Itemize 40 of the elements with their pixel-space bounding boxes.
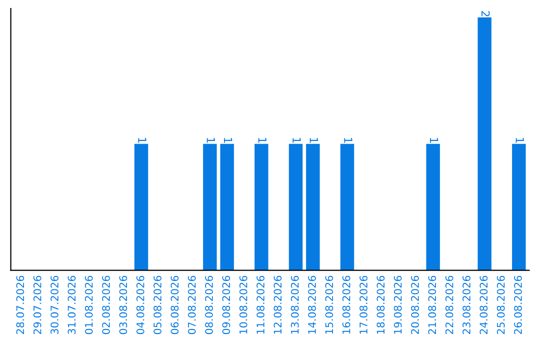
x-tick-label: 12.08.2026 [274, 276, 282, 334]
x-tick-label: 20.08.2026 [411, 276, 419, 334]
x-tick-label: 25.08.2026 [496, 276, 505, 334]
x-tick-label: 06.08.2026 [170, 276, 179, 334]
x-tick-label: 19.08.2026 [394, 276, 402, 334]
data-label: 1 [224, 138, 232, 143]
data-label: 2 [482, 11, 490, 16]
x-tick-label: 30.07.2026 [50, 276, 58, 334]
data-label: 1 [138, 138, 146, 143]
x-tick-label: 17.08.2026 [360, 276, 368, 334]
x-tick-label: 16.08.2026 [342, 276, 350, 334]
data-label: 1 [310, 138, 318, 143]
x-tick-label: 18.08.2026 [376, 276, 385, 334]
x-tick-label: 23.08.2026 [462, 276, 470, 334]
x-tick-label: 29.07.2026 [33, 276, 42, 334]
x-tick-label: 11.08.2026 [256, 276, 264, 334]
x-tick-label: 28.07.2026 [16, 276, 24, 334]
x-tick-label: 09.08.2026 [222, 276, 230, 334]
data-label: 1 [292, 138, 301, 143]
x-tick-label: 02.08.2026 [102, 276, 110, 334]
x-tick-label: 03.08.2026 [119, 276, 128, 334]
x-tick-label: 22.08.2026 [445, 276, 454, 334]
data-label: 1 [516, 138, 524, 143]
x-tick-label: 24.08.2026 [480, 276, 488, 334]
x-tick-label: 21.08.2026 [428, 276, 436, 334]
x-tick-label: 10.08.2026 [239, 276, 248, 334]
x-tick-label: 04.08.2026 [136, 276, 144, 334]
x-tick-label: 05.08.2026 [154, 276, 162, 334]
x-tick-label: 14.08.2026 [308, 276, 316, 334]
data-label: 1 [206, 138, 215, 143]
x-tick-label: 08.08.2026 [205, 276, 213, 334]
data-label: 1 [430, 138, 438, 143]
x-tick-label: 07.08.2026 [188, 276, 196, 334]
x-tick-label: 01.08.2026 [84, 276, 93, 334]
x-tick-label: 31.07.2026 [68, 276, 76, 334]
x-tick-label: 13.08.2026 [290, 276, 299, 334]
data-label: 1 [258, 138, 266, 143]
x-tick-label: 15.08.2026 [325, 276, 334, 334]
data-label: 1 [344, 138, 352, 143]
x-tick-label: 26.08.2026 [514, 276, 522, 334]
